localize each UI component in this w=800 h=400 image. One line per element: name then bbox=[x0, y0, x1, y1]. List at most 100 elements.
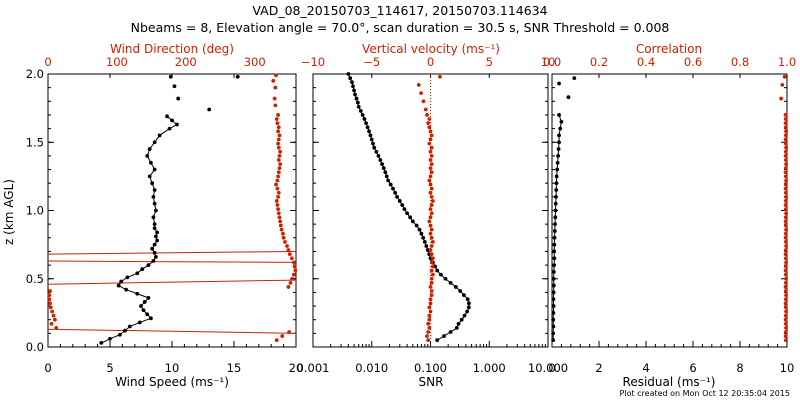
data-point bbox=[783, 203, 788, 207]
data-point bbox=[421, 235, 426, 240]
data-point bbox=[371, 141, 375, 146]
data-point bbox=[151, 194, 156, 199]
data-point bbox=[448, 330, 453, 334]
data-point bbox=[429, 154, 434, 158]
data-point bbox=[277, 154, 282, 158]
velocity-xlabel: SNR bbox=[419, 375, 444, 389]
data-point bbox=[783, 285, 788, 289]
data-point bbox=[51, 313, 56, 318]
data-point bbox=[783, 182, 788, 187]
data-point bbox=[783, 149, 788, 154]
data-point bbox=[783, 256, 788, 261]
bottom-tick-label: 0.001 bbox=[297, 361, 330, 375]
data-point bbox=[556, 147, 561, 151]
top-tick-label: 0 bbox=[427, 55, 434, 69]
data-point bbox=[426, 338, 431, 343]
data-point bbox=[279, 227, 284, 232]
data-point bbox=[417, 227, 422, 232]
data-point bbox=[429, 276, 434, 281]
data-point bbox=[555, 160, 560, 165]
data-point bbox=[275, 178, 280, 183]
data-point bbox=[784, 145, 788, 150]
data-point bbox=[423, 107, 428, 112]
data-point bbox=[151, 215, 156, 220]
data-point bbox=[271, 78, 276, 83]
bottom-tick-label: 0 bbox=[44, 361, 51, 375]
data-point bbox=[782, 74, 787, 79]
data-point bbox=[276, 113, 280, 117]
bottom-tick-label: 1.000 bbox=[473, 361, 506, 375]
data-point bbox=[783, 190, 788, 195]
data-point bbox=[783, 289, 788, 293]
velocity-x2label: Vertical velocity (ms⁻¹) bbox=[362, 42, 500, 56]
data-point bbox=[416, 83, 421, 87]
data-point bbox=[402, 207, 407, 212]
data-point bbox=[551, 290, 556, 295]
data-point bbox=[551, 310, 556, 315]
data-point bbox=[429, 227, 434, 232]
data-point bbox=[428, 215, 433, 220]
data-point bbox=[783, 305, 788, 310]
data-point bbox=[552, 256, 557, 261]
data-point bbox=[428, 231, 433, 236]
data-point bbox=[151, 259, 156, 263]
data-point bbox=[135, 291, 140, 296]
data-point bbox=[429, 211, 434, 216]
data-point bbox=[149, 316, 153, 321]
data-point bbox=[783, 166, 788, 171]
data-point bbox=[783, 207, 788, 212]
top-tick-label: 0.0 bbox=[543, 55, 561, 69]
data-point bbox=[276, 170, 281, 175]
data-point bbox=[358, 108, 363, 113]
bottom-tick-label: 20 bbox=[289, 361, 304, 375]
data-point bbox=[286, 285, 291, 289]
bottom-tick-label: 6 bbox=[689, 361, 696, 375]
wind-ylabel: z (km AGL) bbox=[2, 179, 16, 245]
data-point bbox=[274, 117, 279, 121]
data-point bbox=[456, 321, 461, 326]
data-point bbox=[122, 328, 127, 333]
data-point bbox=[783, 113, 788, 117]
data-point bbox=[276, 194, 280, 199]
data-point bbox=[276, 125, 281, 130]
data-point bbox=[438, 74, 442, 79]
data-point bbox=[552, 235, 557, 240]
data-point bbox=[783, 297, 788, 302]
data-point bbox=[429, 260, 434, 265]
data-point bbox=[783, 252, 788, 257]
data-point bbox=[165, 114, 169, 119]
data-point bbox=[365, 125, 370, 130]
data-point bbox=[275, 203, 280, 207]
data-point bbox=[276, 174, 280, 179]
data-point bbox=[424, 244, 429, 248]
data-point bbox=[783, 223, 788, 228]
data-point bbox=[127, 324, 132, 329]
data-point bbox=[419, 91, 423, 96]
data-point bbox=[784, 178, 788, 183]
data-point bbox=[783, 272, 788, 277]
data-point bbox=[274, 199, 279, 203]
data-point bbox=[153, 255, 158, 259]
data-point bbox=[427, 141, 432, 146]
data-point bbox=[783, 231, 788, 236]
data-point bbox=[276, 158, 281, 162]
data-point bbox=[275, 186, 280, 191]
data-point bbox=[557, 133, 561, 138]
data-point bbox=[381, 166, 386, 171]
y-tick-label: 0.0 bbox=[26, 340, 44, 354]
velocity-panel: 0.001 0.010 0.100 1.000 10.000 −10 −5 0 5 10 bbox=[297, 55, 569, 375]
data-point bbox=[557, 140, 561, 145]
data-point bbox=[356, 104, 361, 109]
data-point bbox=[428, 297, 433, 302]
data-point bbox=[286, 248, 291, 252]
top-tick-label: 0.6 bbox=[684, 55, 702, 69]
data-point bbox=[351, 84, 355, 89]
data-point bbox=[278, 219, 283, 224]
data-point bbox=[783, 248, 788, 252]
direction-wrap-line bbox=[47, 250, 297, 255]
data-point bbox=[119, 279, 124, 284]
data-point bbox=[146, 295, 151, 300]
data-point bbox=[466, 301, 471, 306]
data-point bbox=[553, 215, 558, 220]
data-point bbox=[551, 283, 556, 288]
